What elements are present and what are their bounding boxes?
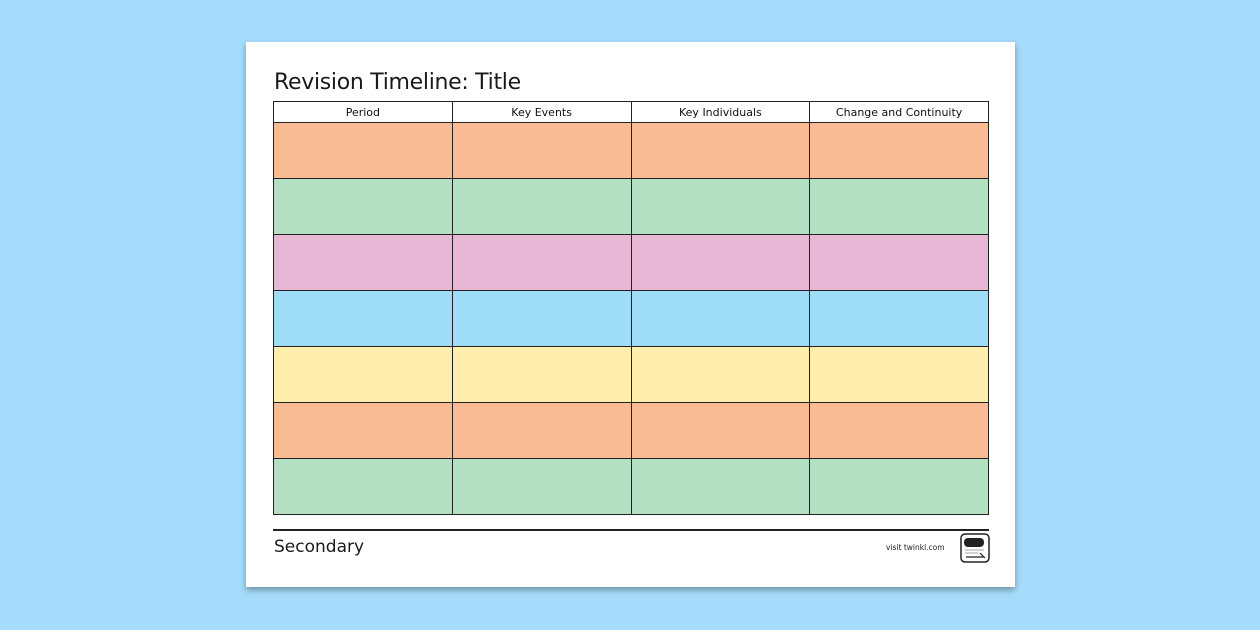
table-cell[interactable]	[451, 178, 632, 235]
table-cell[interactable]	[630, 122, 811, 179]
table-row	[273, 290, 989, 347]
table-cell[interactable]	[273, 346, 453, 403]
header-period: Period	[273, 101, 453, 123]
page-title: Revision Timeline: Title	[274, 70, 521, 95]
footer-divider	[273, 529, 989, 531]
header-key-individuals: Key Individuals	[630, 101, 811, 123]
table-cell[interactable]	[809, 122, 989, 179]
table-cell[interactable]	[451, 234, 632, 291]
table-cell[interactable]	[630, 290, 811, 347]
table-cell[interactable]	[630, 234, 811, 291]
table-cell[interactable]	[630, 346, 811, 403]
table-cell[interactable]	[809, 234, 989, 291]
table-cell[interactable]	[273, 122, 453, 179]
table-cell[interactable]	[630, 178, 811, 235]
table-cell[interactable]	[273, 402, 453, 459]
table-row	[273, 122, 989, 179]
twinkl-logo	[960, 533, 990, 563]
table-cell[interactable]	[451, 122, 632, 179]
table-cell[interactable]	[809, 458, 989, 515]
table-cell[interactable]	[451, 458, 632, 515]
table-row	[273, 402, 989, 459]
table-row	[273, 234, 989, 291]
table-cell[interactable]	[273, 290, 453, 347]
table-cell[interactable]	[630, 458, 811, 515]
worksheet: Revision Timeline: Title Period Key Even…	[246, 42, 1015, 587]
table-cell[interactable]	[451, 346, 632, 403]
footer-label: Secondary	[274, 537, 365, 557]
header-change-and-continuity: Change and Continuity	[809, 101, 989, 123]
table-cell[interactable]	[809, 290, 989, 347]
table-row	[273, 346, 989, 403]
table-cell[interactable]	[273, 234, 453, 291]
table-cell[interactable]	[809, 346, 989, 403]
table-cell[interactable]	[630, 402, 811, 459]
table-cell[interactable]	[809, 402, 989, 459]
table-cell[interactable]	[451, 290, 632, 347]
header-key-events: Key Events	[451, 101, 632, 123]
table-cell[interactable]	[273, 458, 453, 515]
table-header-row: Period Key Events Key Individuals Change…	[273, 101, 989, 123]
website-link[interactable]: visit twinkl.com	[886, 543, 945, 552]
table-row	[273, 178, 989, 235]
timeline-table: Period Key Events Key Individuals Change…	[273, 101, 989, 515]
table-cell[interactable]	[451, 402, 632, 459]
table-cell[interactable]	[809, 178, 989, 235]
table-cell[interactable]	[273, 178, 453, 235]
table-row	[273, 458, 989, 515]
